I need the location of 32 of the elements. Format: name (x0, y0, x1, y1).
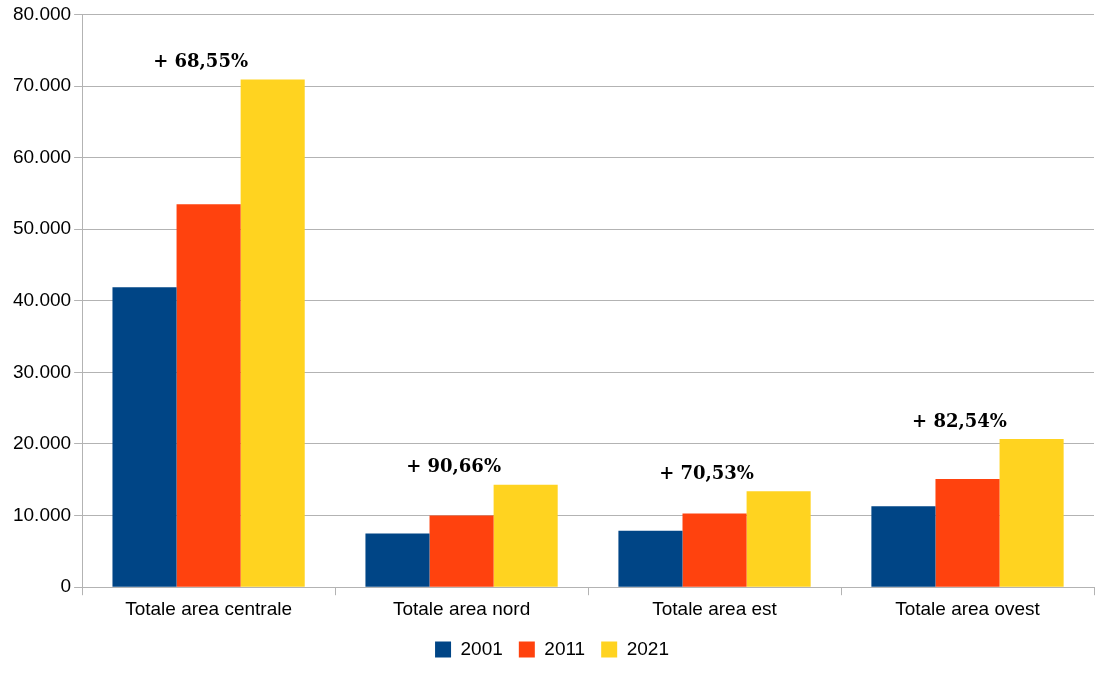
bar (240, 79, 305, 587)
annotation: + 90,66% (406, 455, 501, 477)
bar (618, 530, 683, 587)
bar (935, 479, 1000, 587)
x-tick-label: Totale area est (652, 597, 778, 619)
bar (112, 287, 177, 587)
bar (429, 515, 494, 587)
bar (176, 204, 241, 587)
annotation: + 68,55% (153, 50, 249, 72)
bar (746, 491, 811, 587)
x-tick-label: Totale area ovest (895, 597, 1041, 619)
y-tick-label: 40.000 (12, 289, 72, 311)
bar (871, 506, 936, 587)
y-tick-label: 20.000 (12, 432, 72, 454)
y-tick-label: 0 (60, 575, 72, 597)
y-tick-label: 70.000 (12, 74, 72, 96)
bar (682, 513, 747, 587)
bar (365, 533, 430, 587)
legend-label: 2001 (460, 637, 503, 659)
x-tick-label: Totale area centrale (125, 597, 293, 619)
legend-label: 2021 (626, 637, 669, 659)
y-tick-label: 60.000 (12, 145, 72, 167)
y-tick-label: 50.000 (12, 217, 72, 239)
y-tick-label: 10.000 (12, 503, 72, 525)
annotation: + 82,54% (912, 409, 1007, 431)
bar (999, 438, 1064, 587)
y-tick-label: 80.000 (12, 2, 72, 24)
annotation: + 70,53% (659, 461, 754, 483)
legend-label: 2011 (544, 637, 586, 659)
bar (493, 484, 558, 587)
y-tick-label: 30.000 (12, 360, 72, 382)
x-tick-label: Totale area nord (392, 597, 531, 619)
